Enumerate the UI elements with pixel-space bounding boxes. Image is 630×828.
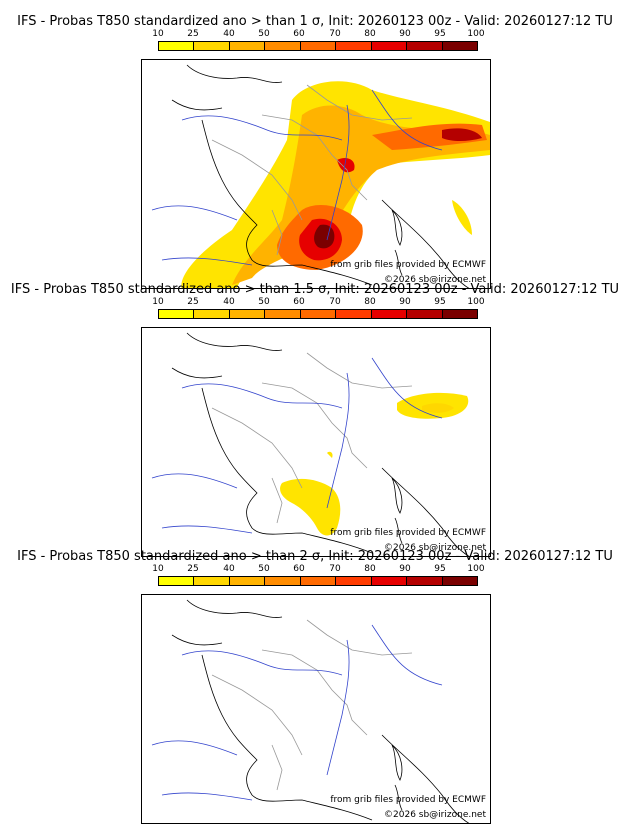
scale-swatch [300,577,337,585]
scale-tick: 10 [152,297,164,307]
scale-tick: 80 [364,29,376,39]
scale-swatch [371,42,408,50]
scale-swatch [159,577,195,585]
scale-tick: 80 [364,297,376,307]
scale-tick: 95 [434,564,446,574]
scale-tick: 100 [467,564,485,574]
color-scale-bar [158,576,478,586]
rivers [151,89,443,266]
scale-swatch [442,42,477,50]
scale-tick: 10 [152,29,164,39]
copyright-credit: ©2026 sb@irizone.net [384,810,486,820]
scale-swatch [159,310,195,318]
scale-tick: 25 [187,29,199,39]
scale-tick: 25 [187,564,199,574]
scale-tick: 95 [434,29,446,39]
scale-tick: 80 [364,564,376,574]
scale-swatch [407,42,443,50]
scale-tick: 90 [399,29,411,39]
scale-swatch [159,42,195,50]
scale-swatch [442,577,477,585]
scale-swatch [407,577,443,585]
scale-swatch [300,42,337,50]
scale-tick: 100 [467,297,485,307]
scale-tick: 10 [152,564,164,574]
coastlines [171,599,470,823]
data-source-credit: from grib files provided by ECMWF [330,528,486,538]
scale-swatch [194,42,230,50]
country-borders [211,619,413,791]
map-graphic [151,332,470,556]
scale-swatch [265,577,301,585]
scale-tick: 70 [329,564,341,574]
scale-tick: 60 [293,297,305,307]
scale-swatch [194,577,230,585]
map-panel-2sigma: IFS - Probas T850 standardized ano > tha… [0,549,630,824]
panel-title: IFS - Probas T850 standardized ano > tha… [10,282,620,297]
scale-tick: 60 [293,564,305,574]
scale-swatch [336,310,372,318]
copyright-credit: ©2026 sb@irizone.net [384,543,486,553]
scale-tick: 70 [329,29,341,39]
scale-tick: 90 [399,297,411,307]
probability-map: from grib files provided by ECMWF ©2026 … [141,327,491,557]
scale-tick: 25 [187,297,199,307]
color-scale-labels: 10 25 40 50 60 70 80 90 95 100 [150,564,490,576]
scale-swatch [194,310,230,318]
scale-tick: 50 [258,297,270,307]
data-source-credit: from grib files provided by ECMWF [330,795,486,805]
scale-swatch [229,42,266,50]
scale-tick: 50 [258,564,270,574]
panel-title: IFS - Probas T850 standardized ano > tha… [17,549,613,564]
map-panel-1-5sigma: IFS - Probas T850 standardized ano > tha… [0,282,630,557]
copyright-credit: ©2026 sb@irizone.net [384,275,486,285]
scale-tick: 100 [467,29,485,39]
map-graphic [151,64,490,288]
scale-swatch [442,310,477,318]
scale-swatch [371,310,408,318]
scale-tick: 50 [258,29,270,39]
coastlines [171,332,470,556]
scale-tick: 90 [399,564,411,574]
data-source-credit: from grib files provided by ECMWF [330,260,486,270]
scale-swatch [300,310,337,318]
scale-swatch [336,577,372,585]
scale-swatch [229,577,266,585]
scale-tick: 95 [434,297,446,307]
scale-tick: 60 [293,29,305,39]
scale-swatch [265,42,301,50]
probability-fill [280,392,469,536]
rivers [151,624,443,801]
scale-swatch [336,42,372,50]
color-scale-bar [158,309,478,319]
coastlines [171,64,470,288]
scale-swatch [229,310,266,318]
panel-title: IFS - Probas T850 standardized ano > tha… [17,14,613,29]
probability-fill [181,81,490,288]
color-scale-bar [158,41,478,51]
map-panel-1sigma: IFS - Probas T850 standardized ano > tha… [0,14,630,289]
rivers [151,357,443,534]
scale-swatch [265,310,301,318]
scale-tick: 40 [223,564,235,574]
scale-tick: 70 [329,297,341,307]
scale-swatch [371,577,408,585]
scale-tick: 40 [223,297,235,307]
country-borders [211,84,413,256]
color-scale-labels: 10 25 40 50 60 70 80 90 95 100 [150,29,490,41]
map-graphic [151,599,470,823]
scale-swatch [407,310,443,318]
color-scale-labels: 10 25 40 50 60 70 80 90 95 100 [150,297,490,309]
probability-map: from grib files provided by ECMWF ©2026 … [141,594,491,824]
probability-map: from grib files provided by ECMWF ©2026 … [141,59,491,289]
scale-tick: 40 [223,29,235,39]
